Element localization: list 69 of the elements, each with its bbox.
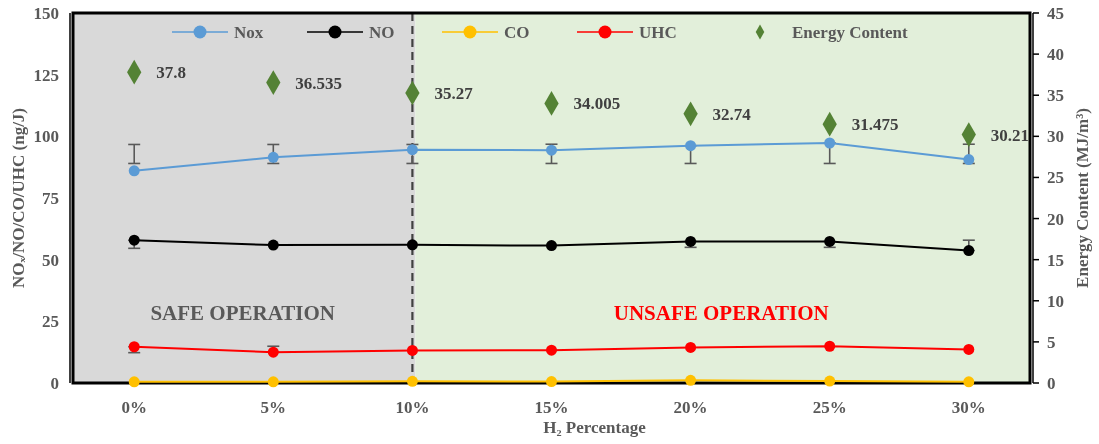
point [128, 165, 140, 177]
y-tick-label: 125 [33, 65, 59, 85]
y2-tick-label: 20 [1047, 209, 1064, 229]
y2-axis-title: Energy Content (MJ/m³) [1073, 108, 1092, 288]
y2-tick-label: 40 [1047, 45, 1064, 65]
legend-label: NO [369, 23, 395, 42]
point [685, 235, 697, 247]
x-axis-title: H₂ Percentage [543, 418, 647, 437]
point [406, 344, 418, 356]
point [267, 239, 279, 251]
band-label: UNSAFE OPERATION [613, 301, 829, 325]
point [685, 341, 697, 353]
data-label: 32.74 [712, 104, 752, 124]
y-axis-title: NOₓ/NO/CO/UHC (ng/J) [9, 107, 28, 289]
point [824, 137, 836, 149]
y-tick-label: 100 [33, 127, 59, 147]
data-label: 36.535 [295, 73, 343, 93]
point [546, 240, 557, 252]
point [824, 375, 836, 387]
x-tick-label: 20% [673, 398, 708, 417]
point [128, 234, 140, 246]
point [267, 376, 279, 388]
x-tick-label: 30% [951, 398, 986, 417]
y-tick-label: 0 [50, 374, 59, 393]
legend-label: Energy Content [792, 23, 909, 42]
legend-label: UHC [639, 23, 677, 42]
y2-tick-label: 15 [1047, 250, 1064, 270]
legend-label: Nox [234, 23, 264, 42]
x-tick-label: 15% [534, 398, 569, 417]
y2-tick-label: 5 [1047, 332, 1056, 352]
x-tick-label: 5% [260, 398, 287, 417]
point [128, 376, 140, 388]
point [546, 144, 557, 156]
point [685, 374, 697, 386]
data-label: 31.475 [851, 115, 899, 135]
x-tick-label: 10% [395, 398, 430, 417]
x-tick-label: 25% [812, 398, 847, 417]
point [685, 140, 697, 152]
point [963, 343, 975, 355]
y2-tick-label: 10 [1047, 291, 1064, 311]
y2-tick-label: 30 [1047, 127, 1064, 147]
point [406, 239, 418, 251]
point [824, 235, 836, 247]
y2-tick-label: 0 [1047, 374, 1056, 393]
point [963, 245, 975, 257]
point [267, 151, 279, 163]
y2-tick-label: 35 [1047, 86, 1064, 106]
point [406, 144, 418, 156]
x-tick-label: 0% [121, 398, 147, 417]
point [128, 341, 140, 353]
legend-label: CO [504, 23, 530, 42]
y-tick-label: 75 [42, 189, 59, 208]
data-label: 30.21 [990, 125, 1030, 145]
point [824, 340, 836, 352]
y-tick-label: 50 [42, 250, 59, 270]
point [267, 346, 279, 358]
data-label: 35.27 [434, 84, 474, 103]
band-label: SAFE OPERATION [150, 301, 335, 325]
y-tick-label: 25 [42, 312, 59, 332]
data-label: 37.8 [156, 63, 186, 83]
data-label: 34.005 [573, 94, 621, 114]
y-tick-label: 150 [33, 4, 59, 23]
point [963, 154, 975, 166]
point [963, 376, 975, 388]
point [546, 344, 557, 356]
y2-tick-label: 45 [1047, 4, 1064, 23]
point [546, 376, 557, 388]
y2-tick-label: 25 [1047, 168, 1064, 188]
point [406, 375, 418, 387]
